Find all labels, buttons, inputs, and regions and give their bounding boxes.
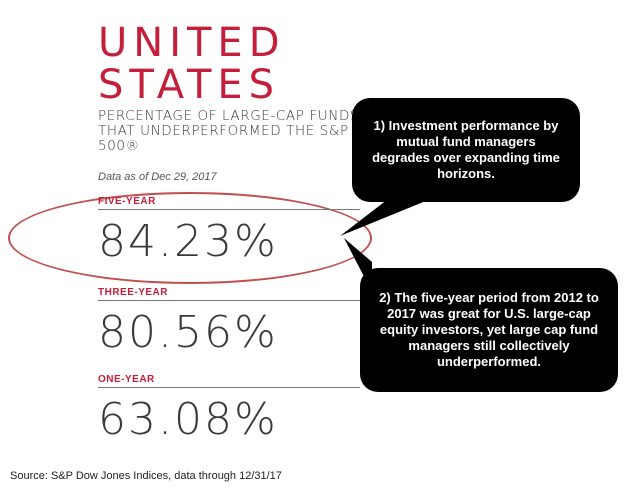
stat-divider <box>98 209 360 210</box>
stat-value-one-year: 63.08% <box>98 394 278 445</box>
stat-label-five-year: FIVE-YEAR <box>98 196 156 207</box>
stat-divider <box>98 387 360 388</box>
stat-label-one-year: ONE-YEAR <box>98 374 155 385</box>
callout-1: 1) Investment performance by mutual fund… <box>352 98 580 202</box>
callout-2-text: 2) The five-year period from 2012 to 201… <box>379 290 599 369</box>
callout-1-text: 1) Investment performance by mutual fund… <box>372 118 560 181</box>
stat-value-three-year: 80.56% <box>98 307 278 358</box>
stat-divider <box>98 300 360 301</box>
stat-value-five-year: 84.23% <box>98 216 278 267</box>
stat-label-three-year: THREE-YEAR <box>98 287 169 298</box>
as-of-date: Data as of Dec 29, 2017 <box>98 171 217 183</box>
callout-2: 2) The five-year period from 2012 to 201… <box>360 268 618 392</box>
subtitle: PERCENTAGE OF LARGE-CAP FUNDS THAT UNDER… <box>98 108 360 154</box>
title-line-1: UNITED <box>98 20 286 66</box>
source-note: Source: S&P Dow Jones Indices, data thro… <box>10 470 282 482</box>
page-title: UNITED STATES <box>98 22 358 106</box>
title-line-2: STATES <box>98 62 281 108</box>
